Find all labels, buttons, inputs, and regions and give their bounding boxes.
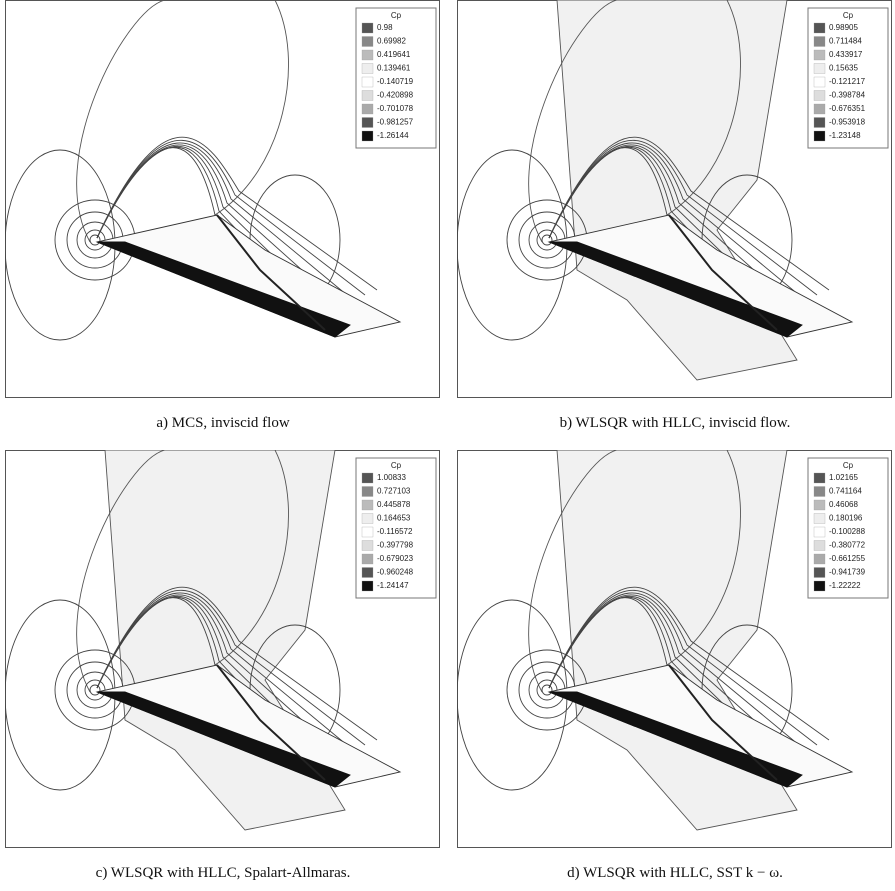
- legend: Cp 0.98 0.69982 0.419641 0.139461 -0.140719 -0…: [356, 8, 436, 148]
- legend-title: Cp: [843, 461, 854, 470]
- legend-swatch: [362, 487, 373, 497]
- legend-swatch: [362, 541, 373, 551]
- legend-label: 0.46068: [829, 500, 858, 509]
- legend-swatch: [362, 50, 373, 60]
- legend-label: -0.397798: [377, 541, 414, 550]
- legend-label: -0.953918: [829, 118, 866, 127]
- legend-swatch: [362, 77, 373, 87]
- legend-swatch: [362, 37, 373, 47]
- legend-label: -0.676351: [829, 104, 866, 113]
- legend-swatch: [814, 514, 825, 524]
- legend-swatch: [814, 37, 825, 47]
- legend-label: -1.26144: [377, 131, 409, 140]
- legend-swatch: [362, 514, 373, 524]
- legend: Cp 1.00833 0.727103 0.445878 0.164653 -0.1165…: [356, 458, 436, 598]
- legend-label: 0.15635: [829, 64, 858, 73]
- legend-label: -1.23148: [829, 131, 861, 140]
- legend-swatch: [362, 64, 373, 74]
- legend-swatch: [362, 500, 373, 510]
- legend-label: -0.701078: [377, 104, 414, 113]
- legend-label: 0.164653: [377, 514, 411, 523]
- legend-label: 1.00833: [377, 473, 406, 482]
- contour-plot: Cp 1.00833 0.727103 0.445878 0.164653 -0.1165…: [5, 450, 440, 848]
- legend-swatch: [362, 554, 373, 564]
- legend-label: -0.100288: [829, 527, 866, 536]
- legend-swatch: [362, 23, 373, 33]
- caption: a) MCS, inviscid flow: [3, 415, 443, 432]
- legend-swatch: [814, 64, 825, 74]
- legend-swatch: [362, 118, 373, 128]
- legend-label: -0.679023: [377, 554, 414, 563]
- legend-swatch: [814, 23, 825, 33]
- legend-swatch: [362, 473, 373, 483]
- legend-label: 0.741164: [829, 487, 862, 496]
- legend-title: Cp: [391, 461, 402, 470]
- legend-swatch: [814, 500, 825, 510]
- legend-swatch: [814, 581, 825, 591]
- legend-label: -0.380772: [829, 541, 866, 550]
- legend-label: 0.727103: [377, 487, 411, 496]
- legend-swatch: [814, 50, 825, 60]
- legend-swatch: [362, 527, 373, 537]
- legend-label: -1.22222: [829, 581, 861, 590]
- caption: b) WLSQR with HLLC, inviscid flow.: [455, 415, 895, 432]
- legend-swatch: [362, 104, 373, 114]
- legend-swatch: [814, 487, 825, 497]
- legend-swatch: [362, 581, 373, 591]
- legend-label: 0.69982: [377, 37, 406, 46]
- legend-label: 0.98: [377, 23, 393, 32]
- legend-label: 0.139461: [377, 64, 411, 73]
- legend-label: -0.420898: [377, 91, 414, 100]
- legend-swatch: [362, 91, 373, 101]
- legend-label: 0.711484: [829, 37, 862, 46]
- legend-label: 0.445878: [377, 500, 411, 509]
- legend-swatch: [814, 527, 825, 537]
- contour-plot: Cp 1.02165 0.741164 0.46068 0.180196 -0.10028…: [457, 450, 892, 848]
- legend-swatch: [814, 473, 825, 483]
- legend-label: -0.960248: [377, 568, 414, 577]
- legend-label: -0.140719: [377, 77, 414, 86]
- contour-plot: Cp 0.98905 0.711484 0.433917 0.15635 -0.12121…: [457, 0, 892, 398]
- legend-label: 0.419641: [377, 50, 411, 59]
- legend: Cp 0.98905 0.711484 0.433917 0.15635 -0.12121…: [808, 8, 888, 148]
- legend-label: 1.02165: [829, 473, 858, 482]
- legend-swatch: [814, 131, 825, 141]
- legend-swatch: [814, 77, 825, 87]
- legend-label: 0.98905: [829, 23, 858, 32]
- legend-label: -0.116572: [377, 527, 413, 536]
- legend-swatch: [814, 91, 825, 101]
- legend-swatch: [814, 104, 825, 114]
- legend-title: Cp: [391, 11, 402, 20]
- legend-label: 0.180196: [829, 514, 863, 523]
- legend-swatch: [814, 118, 825, 128]
- legend-swatch: [362, 568, 373, 578]
- figure: Cp 0.98 0.69982 0.419641 0.139461 -0.140719 -0…: [0, 0, 895, 891]
- caption: d) WLSQR with HLLC, SST k − ω.: [455, 865, 895, 882]
- caption: c) WLSQR with HLLC, Spalart-Allmaras.: [3, 865, 443, 882]
- legend-label: 0.433917: [829, 50, 863, 59]
- legend-title: Cp: [843, 11, 854, 20]
- legend-swatch: [814, 554, 825, 564]
- legend-label: -0.941739: [829, 568, 866, 577]
- legend-label: -0.398784: [829, 91, 866, 100]
- legend: Cp 1.02165 0.741164 0.46068 0.180196 -0.10028…: [808, 458, 888, 598]
- legend-swatch: [362, 131, 373, 141]
- contour-plot: Cp 0.98 0.69982 0.419641 0.139461 -0.140719 -0…: [5, 0, 440, 398]
- legend-swatch: [814, 568, 825, 578]
- legend-swatch: [814, 541, 825, 551]
- legend-label: -0.121217: [829, 77, 866, 86]
- legend-label: -0.981257: [377, 118, 414, 127]
- legend-label: -0.661255: [829, 554, 866, 563]
- legend-label: -1.24147: [377, 581, 409, 590]
